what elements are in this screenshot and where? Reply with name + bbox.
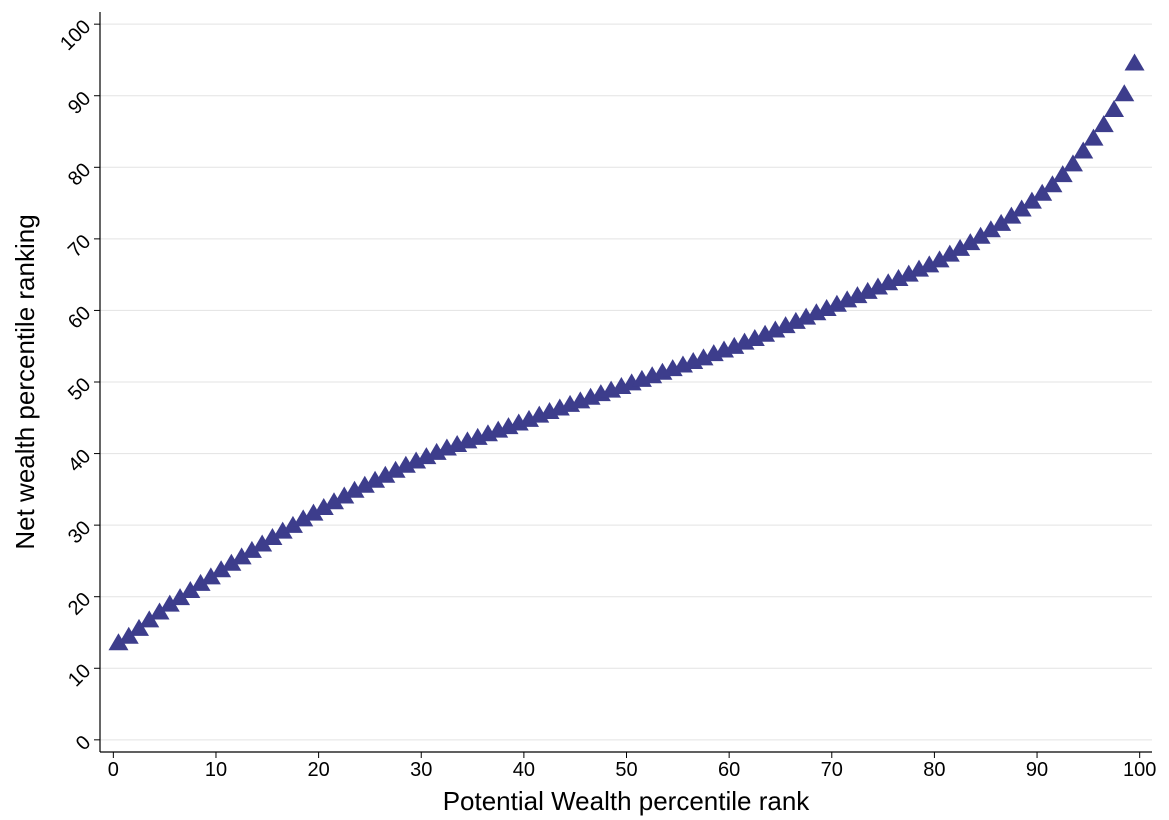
marker [1042,175,1063,193]
marker [1052,165,1073,183]
marker [1062,154,1083,172]
y-tick-label: 60 [64,302,95,333]
marker [395,455,416,473]
y-tick-label: 100 [56,16,95,55]
y-tick-label: 80 [64,159,95,190]
marker [406,451,427,469]
y-tick-label: 30 [64,517,95,548]
y-tick-label: 90 [64,87,95,118]
marker [1073,141,1094,159]
marker [241,540,262,558]
marker [149,602,170,620]
x-tick-label: 80 [923,759,945,781]
marker [313,497,334,515]
y-tick-label: 70 [64,231,95,262]
marker [334,486,355,504]
marker [1032,183,1053,201]
marker [1011,199,1032,217]
marker [282,515,303,533]
marker [1083,128,1104,146]
marker [929,250,950,268]
marker [693,348,714,366]
marker [293,509,314,527]
marker [878,273,899,291]
marker [898,264,919,282]
marker [159,594,180,612]
marker [385,460,406,478]
marker [200,567,221,585]
marker [785,311,806,329]
marker [857,281,878,299]
marker [744,329,765,347]
marker [816,299,837,317]
x-tick-label: 30 [410,759,432,781]
marker [190,573,211,591]
x-tick-label: 90 [1026,759,1048,781]
y-axis-title: Net wealth percentile ranking [10,214,40,549]
y-tick-label: 0 [72,732,95,755]
x-tick-label: 40 [513,759,535,781]
marker [1001,206,1022,224]
marker [108,633,129,651]
marker [765,320,786,338]
x-tick-label: 10 [205,759,227,781]
y-tick-label: 50 [64,374,95,405]
marker [519,409,540,427]
marker [796,307,817,325]
marker [847,286,868,304]
y-tick-label: 10 [64,660,95,691]
marker [252,534,273,552]
marker [365,470,386,488]
marker [980,220,1001,238]
marker [1124,53,1145,71]
marker [888,268,909,286]
marker [1114,84,1135,102]
marker [324,492,345,510]
marker [806,303,827,321]
marker [909,259,930,277]
marker [867,277,888,295]
marker [231,547,252,565]
marker [221,553,242,571]
marker [303,503,324,521]
x-axis-title: Potential Wealth percentile rank [443,786,811,816]
x-tick-label: 70 [821,759,843,781]
marker [755,324,776,342]
marker [970,226,991,244]
marker [826,294,847,312]
y-tick-label: 20 [64,588,95,619]
marker [991,213,1012,231]
marker [344,480,365,498]
marker [960,233,981,251]
marker [170,588,191,606]
marker [1021,191,1042,209]
marker [1093,115,1114,133]
x-tick-label: 50 [615,759,637,781]
marker [919,255,940,273]
marker [118,626,139,644]
marker [837,290,858,308]
marker [354,475,375,493]
marker [180,580,201,598]
marker [416,447,437,465]
marker [1104,100,1125,118]
marker [724,336,745,354]
marker [775,316,796,334]
marker [375,465,396,483]
marker [262,528,283,546]
x-tick-label: 0 [108,759,119,781]
y-tick-label: 40 [64,445,95,476]
x-tick-label: 60 [718,759,740,781]
marker [211,560,232,578]
marker [139,610,160,628]
marker [939,244,960,262]
marker [950,238,971,256]
marker [129,618,150,636]
marker [426,442,447,460]
x-tick-label: 100 [1123,759,1156,781]
x-tick-label: 20 [307,759,329,781]
marker [272,521,293,539]
